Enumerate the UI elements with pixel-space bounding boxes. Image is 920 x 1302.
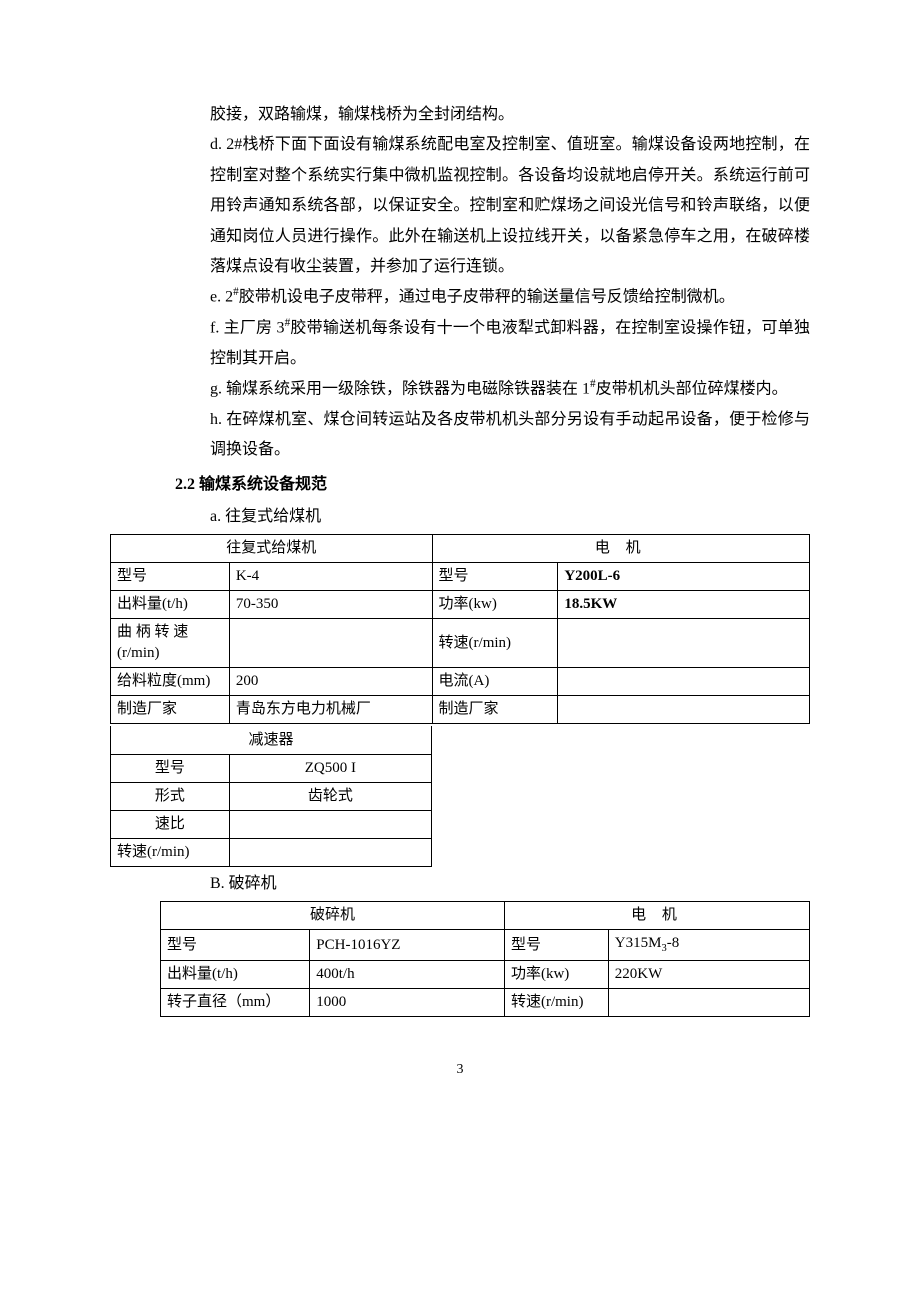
cell-value: Y200L-6 <box>558 563 810 591</box>
cell-label: 型号 <box>432 563 558 591</box>
text-fragment: 胶带输送机每条设有十一个电液犁式卸料器，在控制室设操作钮，可单独控制其开启。 <box>210 319 810 366</box>
table-row: 速比 <box>111 810 432 838</box>
cell-value <box>558 696 810 724</box>
table-row: 型号ZQ500 I <box>111 754 432 782</box>
table-row: 往复式给煤机 电 机 <box>111 535 810 563</box>
body-text: 胶接，双路输煤，输煤栈桥为全封闭结构。 d. 2#栈桥下面下面设有输煤系统配电室… <box>210 100 810 466</box>
cell-value: 齿轮式 <box>229 782 431 810</box>
cell-value: 1000 <box>310 989 505 1017</box>
table-header-left: 破碎机 <box>161 902 505 930</box>
cell-value <box>229 838 431 866</box>
cell-label: 转速(r/min) <box>432 619 558 668</box>
table-row: 型号K-4型号Y200L-6 <box>111 563 810 591</box>
paragraph-e: e. 2#胶带机设电子皮带秤，通过电子皮带秤的输送量信号反馈给控制微机。 <box>210 282 810 313</box>
table-row: 出料量(t/h)400t/h功率(kw)220KW <box>161 961 810 989</box>
cell-value <box>229 619 432 668</box>
cell-value: 青岛东方电力机械厂 <box>229 696 432 724</box>
text-fragment: g. 输煤系统采用一级除铁，除铁器为电磁除铁器装在 1 <box>210 381 590 398</box>
cell-value: ZQ500 I <box>229 754 431 782</box>
paragraph-g: g. 输煤系统采用一级除铁，除铁器为电磁除铁器装在 1#皮带机机头部位碎煤楼内。 <box>210 374 810 405</box>
cell-value: Y315M3-8 <box>608 930 809 961</box>
cell-label: 型号 <box>161 930 310 961</box>
table-a-label: a. 往复式给煤机 <box>210 502 810 532</box>
cell-label: 制造厂家 <box>432 696 558 724</box>
cell-value: 220KW <box>608 961 809 989</box>
table-row: 型号PCH-1016YZ型号Y315M3-8 <box>161 930 810 961</box>
section-heading-2-2: 2.2 输煤系统设备规范 <box>175 470 810 500</box>
paragraph-h: h. 在碎煤机室、煤仓间转运站及各皮带机机头部分另设有手动起吊设备，便于检修与调… <box>210 405 810 466</box>
text-fragment: 皮带机机头部位碎煤楼内。 <box>596 381 788 398</box>
cell-label: 转速(r/min) <box>504 989 608 1017</box>
table-reducer: 减速器 型号ZQ500 I形式齿轮式速比转速(r/min) <box>110 726 432 867</box>
cell-label: 电流(A) <box>432 668 558 696</box>
table-header-right: 电 机 <box>504 902 809 930</box>
text-fragment: f. 主厂房 3 <box>210 319 285 336</box>
table-feeder: 往复式给煤机 电 机 型号K-4型号Y200L-6出料量(t/h)70-350功… <box>110 534 810 724</box>
text-fragment: 胶带机设电子皮带秤，通过电子皮带秤的输送量信号反馈给控制微机。 <box>239 289 735 306</box>
table-header-left: 往复式给煤机 <box>111 535 433 563</box>
cell-label: 速比 <box>111 810 230 838</box>
table-row: 形式齿轮式 <box>111 782 432 810</box>
table-row: 转子直径（mm）1000转速(r/min) <box>161 989 810 1017</box>
cell-label: 功率(kw) <box>504 961 608 989</box>
paragraph-c-end: 胶接，双路输煤，输煤栈桥为全封闭结构。 <box>210 100 810 130</box>
table-row: 制造厂家青岛东方电力机械厂制造厂家 <box>111 696 810 724</box>
cell-label: 出料量(t/h) <box>161 961 310 989</box>
table-row: 给料粒度(mm)200电流(A) <box>111 668 810 696</box>
cell-label: 功率(kw) <box>432 591 558 619</box>
table-header-reducer: 减速器 <box>111 726 432 754</box>
cell-value: 70-350 <box>229 591 432 619</box>
cell-label: 转速(r/min) <box>111 838 230 866</box>
cell-label: 曲 柄 转 速(r/min) <box>111 619 230 668</box>
cell-label: 制造厂家 <box>111 696 230 724</box>
cell-value: 200 <box>229 668 432 696</box>
table-crusher: 破碎机 电 机 型号PCH-1016YZ型号Y315M3-8出料量(t/h)40… <box>160 901 810 1017</box>
cell-value <box>558 668 810 696</box>
cell-value <box>558 619 810 668</box>
table-row: 出料量(t/h)70-350功率(kw)18.5KW <box>111 591 810 619</box>
cell-value: PCH-1016YZ <box>310 930 505 961</box>
cell-label: 型号 <box>504 930 608 961</box>
cell-label: 型号 <box>111 754 230 782</box>
table-header-right: 电 机 <box>432 535 809 563</box>
table-row: 转速(r/min) <box>111 838 432 866</box>
cell-label: 给料粒度(mm) <box>111 668 230 696</box>
cell-value: 18.5KW <box>558 591 810 619</box>
cell-label: 出料量(t/h) <box>111 591 230 619</box>
cell-value: 400t/h <box>310 961 505 989</box>
table-row: 破碎机 电 机 <box>161 902 810 930</box>
paragraph-f: f. 主厂房 3#胶带输送机每条设有十一个电液犁式卸料器，在控制室设操作钮，可单… <box>210 313 810 374</box>
table-row: 减速器 <box>111 726 432 754</box>
paragraph-d: d. 2#栈桥下面下面设有输煤系统配电室及控制室、值班室。输煤设备设两地控制，在… <box>210 130 810 282</box>
table-row: 曲 柄 转 速(r/min) 转速(r/min) <box>111 619 810 668</box>
table-b-label: B. 破碎机 <box>210 869 810 899</box>
cell-label: 型号 <box>111 563 230 591</box>
cell-label: 形式 <box>111 782 230 810</box>
cell-value <box>229 810 431 838</box>
cell-label: 转子直径（mm） <box>161 989 310 1017</box>
text-fragment: e. 2 <box>210 289 233 306</box>
page-number: 3 <box>110 1057 810 1084</box>
cell-value <box>608 989 809 1017</box>
cell-value: K-4 <box>229 563 432 591</box>
